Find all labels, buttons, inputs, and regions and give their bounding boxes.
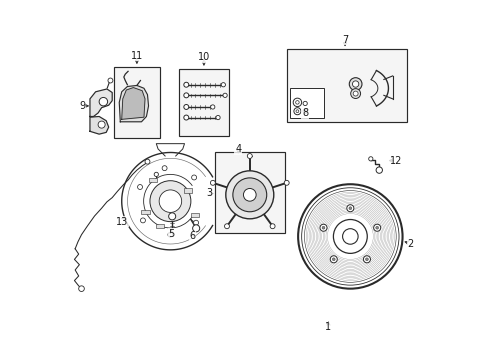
Circle shape bbox=[368, 157, 372, 161]
Text: 11: 11 bbox=[130, 51, 142, 61]
Circle shape bbox=[293, 108, 300, 115]
Circle shape bbox=[348, 78, 361, 90]
Text: 9: 9 bbox=[79, 101, 85, 111]
Bar bbox=[183, 189, 192, 193]
Text: 12: 12 bbox=[389, 156, 402, 166]
Polygon shape bbox=[90, 89, 112, 117]
Circle shape bbox=[210, 105, 214, 109]
Circle shape bbox=[183, 82, 188, 87]
Circle shape bbox=[293, 98, 301, 107]
Bar bbox=[286, 49, 406, 122]
Circle shape bbox=[221, 83, 225, 87]
Circle shape bbox=[303, 101, 306, 105]
Bar bbox=[290, 88, 323, 118]
Circle shape bbox=[269, 224, 275, 229]
Circle shape bbox=[373, 224, 380, 231]
Circle shape bbox=[216, 116, 220, 120]
Circle shape bbox=[183, 93, 188, 98]
Circle shape bbox=[247, 153, 252, 158]
Polygon shape bbox=[90, 117, 108, 134]
Circle shape bbox=[333, 220, 366, 253]
Polygon shape bbox=[119, 85, 148, 122]
Text: 6: 6 bbox=[189, 231, 195, 242]
Circle shape bbox=[363, 256, 370, 263]
Circle shape bbox=[168, 213, 175, 220]
Text: 4: 4 bbox=[235, 144, 241, 154]
Circle shape bbox=[332, 258, 334, 261]
Circle shape bbox=[79, 286, 84, 292]
Text: 5: 5 bbox=[168, 229, 174, 239]
Circle shape bbox=[210, 180, 215, 185]
Circle shape bbox=[348, 207, 351, 210]
Circle shape bbox=[183, 115, 188, 120]
Bar bbox=[141, 210, 150, 214]
Bar bbox=[190, 213, 199, 217]
Circle shape bbox=[192, 225, 199, 232]
Circle shape bbox=[108, 78, 113, 83]
Circle shape bbox=[223, 93, 227, 98]
Circle shape bbox=[232, 178, 266, 212]
Circle shape bbox=[225, 171, 273, 219]
Circle shape bbox=[193, 220, 198, 225]
Bar bbox=[214, 152, 285, 233]
Text: 7: 7 bbox=[341, 35, 347, 45]
Circle shape bbox=[167, 232, 173, 237]
Circle shape bbox=[342, 229, 357, 244]
Circle shape bbox=[224, 224, 229, 229]
Polygon shape bbox=[122, 87, 145, 119]
Circle shape bbox=[352, 91, 357, 96]
Bar bbox=[155, 224, 164, 228]
Bar bbox=[148, 178, 157, 182]
Circle shape bbox=[162, 166, 167, 171]
Circle shape bbox=[352, 81, 358, 87]
Circle shape bbox=[243, 189, 256, 201]
Text: 10: 10 bbox=[198, 52, 210, 62]
Circle shape bbox=[159, 190, 182, 212]
Circle shape bbox=[303, 109, 306, 113]
Circle shape bbox=[284, 180, 288, 185]
Circle shape bbox=[319, 224, 326, 231]
Circle shape bbox=[140, 218, 145, 223]
Text: 3: 3 bbox=[206, 188, 212, 198]
Text: 2: 2 bbox=[407, 239, 412, 248]
Circle shape bbox=[183, 104, 188, 109]
Circle shape bbox=[191, 175, 196, 180]
Circle shape bbox=[98, 121, 105, 128]
Circle shape bbox=[99, 98, 107, 106]
Circle shape bbox=[150, 181, 190, 222]
Circle shape bbox=[145, 159, 150, 164]
Circle shape bbox=[346, 205, 353, 212]
Text: 13: 13 bbox=[115, 217, 127, 227]
Bar bbox=[114, 67, 160, 138]
Circle shape bbox=[295, 110, 298, 113]
Circle shape bbox=[365, 258, 367, 261]
Circle shape bbox=[375, 226, 378, 229]
Bar bbox=[179, 69, 228, 136]
Circle shape bbox=[137, 185, 142, 189]
Circle shape bbox=[154, 172, 158, 176]
Text: 1: 1 bbox=[325, 323, 331, 333]
Circle shape bbox=[295, 100, 299, 104]
Circle shape bbox=[375, 167, 382, 173]
Circle shape bbox=[322, 226, 324, 229]
Circle shape bbox=[329, 256, 337, 263]
Text: 8: 8 bbox=[302, 108, 307, 118]
Circle shape bbox=[350, 89, 360, 99]
